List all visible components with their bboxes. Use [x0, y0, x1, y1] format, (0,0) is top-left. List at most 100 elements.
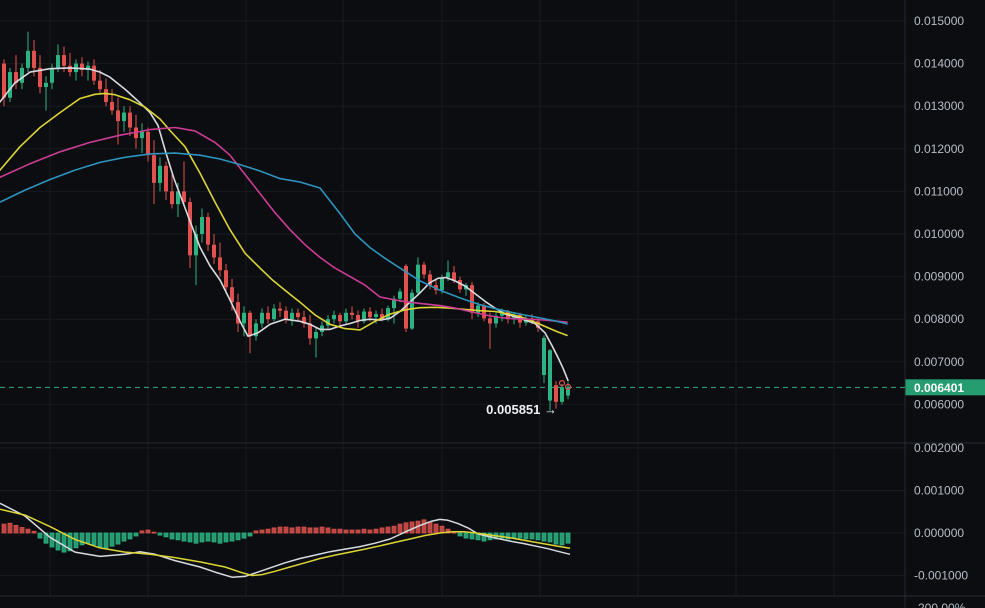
candle [254, 319, 258, 341]
candle [236, 293, 240, 332]
macd-histogram-bar [7, 522, 13, 534]
macd-line [0, 502, 571, 578]
candle [56, 44, 60, 73]
candle-body [116, 110, 120, 122]
candle-body [212, 244, 216, 258]
macd-histogram-bar [397, 523, 403, 534]
macd-histogram-bar [145, 529, 151, 534]
candle-body [80, 63, 84, 70]
macd-histogram-bar [355, 529, 361, 534]
candle-body [428, 274, 432, 286]
macd-histogram-bar [481, 532, 487, 542]
candle-body [170, 191, 174, 205]
candle-body [350, 312, 354, 315]
macd-histogram-bar [499, 532, 505, 539]
candle-body [398, 291, 402, 299]
candle-body [44, 82, 48, 88]
macd-histogram-bar [409, 521, 415, 534]
candle-body [566, 387, 570, 396]
candle-body [458, 280, 462, 290]
candle-body [560, 387, 564, 402]
candle-body [266, 312, 270, 320]
price-axis-label: 0.013000 [914, 99, 964, 113]
macd-histogram-bar [79, 532, 85, 546]
candle-body [548, 350, 552, 401]
macd-histogram-bar [283, 526, 289, 534]
price-axis-label: 0.006000 [914, 397, 964, 411]
candle-body [356, 314, 360, 322]
candle [20, 63, 24, 90]
candle-body [452, 272, 456, 281]
candle-body [362, 311, 366, 322]
candle [14, 55, 18, 90]
candle [140, 123, 144, 154]
macd-histogram-bar [127, 532, 133, 540]
candle-body [404, 265, 408, 329]
candle-body [488, 318, 492, 324]
macd-histogram-bar [331, 528, 337, 534]
macd-histogram-bar [217, 532, 223, 544]
candle [278, 302, 282, 318]
macd-histogram-bar [211, 532, 217, 543]
macd-histogram-bar [241, 532, 247, 539]
candle-body [242, 312, 246, 324]
candle [218, 242, 222, 277]
macd-histogram-bar [37, 532, 43, 539]
macd-histogram-bar [271, 527, 277, 534]
macd-histogram-bar [19, 527, 25, 534]
candle [32, 40, 36, 77]
candle [308, 314, 312, 345]
macd-histogram-bar [517, 532, 523, 539]
candle [296, 308, 300, 322]
macd-histogram-bar [565, 532, 571, 544]
candle-body [536, 321, 540, 328]
macd-histogram-bar [289, 527, 295, 534]
candle-body [248, 312, 252, 337]
macd-histogram-bar [367, 529, 373, 534]
candle-body [236, 302, 240, 324]
candle-body [128, 112, 132, 128]
candle-body [500, 311, 504, 316]
price-axis-label: 0.012000 [914, 142, 964, 156]
candle [26, 31, 30, 73]
macd-histogram-bar [553, 532, 559, 545]
macd-histogram-bar [427, 521, 433, 534]
price-axis-label: 0.008000 [914, 312, 964, 326]
price-axis[interactable]: 0.015000 0.014000 0.013000 0.012000 0.011000… [914, 14, 968, 608]
candle-body [476, 305, 480, 313]
candle [290, 308, 294, 326]
candle [422, 261, 426, 279]
candle [542, 335, 546, 384]
macd-histogram-bar [133, 532, 139, 537]
candle [152, 140, 156, 205]
candle-body [308, 323, 312, 339]
macd-histogram-bar [85, 532, 91, 544]
candle-body [92, 65, 96, 81]
candle [164, 161, 168, 200]
indicator-axis-label: 0.000000 [914, 526, 964, 540]
macd-histogram-bar [253, 530, 259, 534]
candle-body [14, 72, 18, 83]
candle [356, 310, 360, 328]
candle [38, 55, 42, 94]
candle [314, 327, 318, 358]
candle-body [200, 216, 204, 234]
macd-histogram-bar [259, 529, 265, 534]
macd-histogram-bar [433, 523, 439, 534]
candle-body [302, 317, 306, 324]
candle-body [314, 331, 318, 339]
candle [206, 212, 210, 252]
candle-body [410, 292, 414, 329]
macd-histogram-bar [121, 532, 127, 542]
macd-histogram-bar [325, 527, 331, 534]
macd-histogram-bar [235, 532, 241, 541]
candle-body [470, 285, 474, 313]
candle-body [26, 50, 30, 68]
moving-averages-layer [0, 67, 569, 382]
macd-histogram-bar [541, 532, 547, 542]
candle [494, 312, 498, 328]
macd-histogram-bar [205, 532, 211, 542]
